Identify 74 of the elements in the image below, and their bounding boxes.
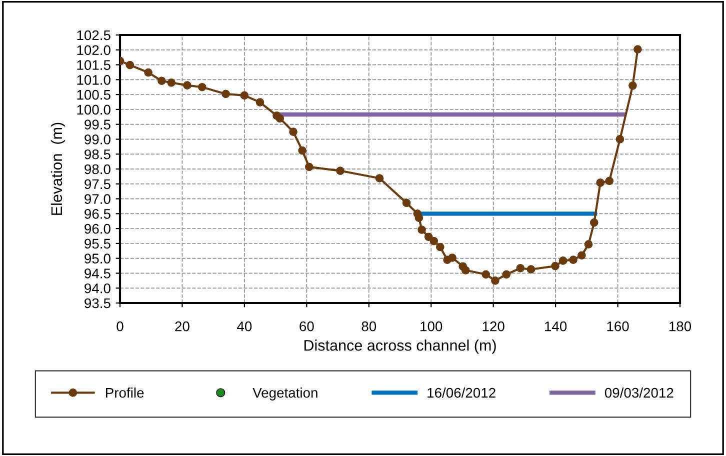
- point: [634, 45, 642, 54]
- x-tick-label: 180: [669, 321, 692, 332]
- point: [289, 128, 298, 136]
- point: [502, 270, 511, 279]
- point: [256, 98, 264, 106]
- point: [436, 242, 444, 252]
- point: [448, 254, 456, 262]
- y-tick-label: 96.0: [84, 224, 110, 234]
- legend-label: Vegetation: [252, 388, 318, 400]
- point: [526, 265, 536, 274]
- point: [628, 81, 637, 90]
- point: [375, 174, 384, 182]
- x-tick-label: 80: [362, 321, 376, 332]
- x-tick-label: 0: [116, 321, 124, 332]
- y-tick-label: 98.5: [84, 149, 110, 160]
- x-tick-label: 60: [300, 321, 314, 332]
- point: [304, 162, 314, 172]
- legend-label: Profile: [106, 388, 144, 398]
- point: [584, 240, 593, 249]
- point: [590, 218, 598, 227]
- point: [144, 68, 152, 77]
- point: [198, 82, 206, 92]
- point: [605, 176, 614, 186]
- y-tick-label: 94.0: [84, 283, 110, 294]
- point: [551, 262, 560, 270]
- y-tick-label: 99.5: [84, 120, 110, 130]
- x-tick-label: 120: [482, 321, 504, 332]
- point: [298, 146, 306, 155]
- point: [414, 214, 424, 222]
- point: [418, 226, 426, 234]
- point: [126, 60, 134, 70]
- y-tick-label: 100.5: [77, 90, 110, 100]
- y-tick-label: 98.0: [84, 164, 110, 174]
- point: [491, 276, 500, 285]
- point: [183, 81, 192, 90]
- point: [558, 256, 568, 265]
- point: [167, 78, 176, 87]
- y-tick-label: 93.5: [84, 298, 110, 308]
- point: [430, 236, 438, 246]
- x-tick-label: 20: [175, 321, 190, 332]
- point: [596, 178, 605, 187]
- y-tick-label: 97.0: [84, 194, 110, 204]
- y-tick-label: 94.5: [84, 268, 110, 278]
- y-tick-label: 101.0: [77, 75, 110, 85]
- y-tick-label: 102.0: [77, 45, 110, 56]
- point: [240, 91, 249, 100]
- point: [424, 232, 433, 242]
- x-tick-label: 100: [420, 321, 442, 332]
- y-tick-label: 96.5: [84, 209, 110, 219]
- y-tick-label: 100.0: [77, 104, 110, 115]
- point: [336, 166, 344, 175]
- point: [482, 270, 490, 279]
- point: [578, 251, 586, 260]
- point: [516, 264, 525, 272]
- x-tick-label: 140: [545, 321, 567, 332]
- legend-label: 09/03/2012: [604, 388, 674, 398]
- y-tick-label: 95.0: [84, 254, 110, 264]
- point: [569, 256, 578, 264]
- x-tick-label: 40: [237, 321, 252, 332]
- point: [158, 76, 166, 86]
- y-tick-label: 95.5: [84, 238, 110, 249]
- y-tick-label: 102.5: [77, 30, 110, 40]
- point: [461, 266, 470, 274]
- point: [222, 90, 230, 98]
- point: [276, 114, 284, 123]
- point: [402, 198, 411, 208]
- y-axis-title: Elevation (m): [50, 122, 66, 215]
- y-tick-label: 97.5: [84, 179, 110, 190]
- point: [616, 135, 624, 144]
- y-tick-label: 101.5: [77, 60, 110, 70]
- x-tick-label: 160: [607, 321, 629, 332]
- x-axis-title: Distance across channel (m): [304, 340, 496, 354]
- y-tick-label: 99.0: [84, 134, 110, 144]
- legend-label: 16/06/2012: [428, 388, 496, 398]
